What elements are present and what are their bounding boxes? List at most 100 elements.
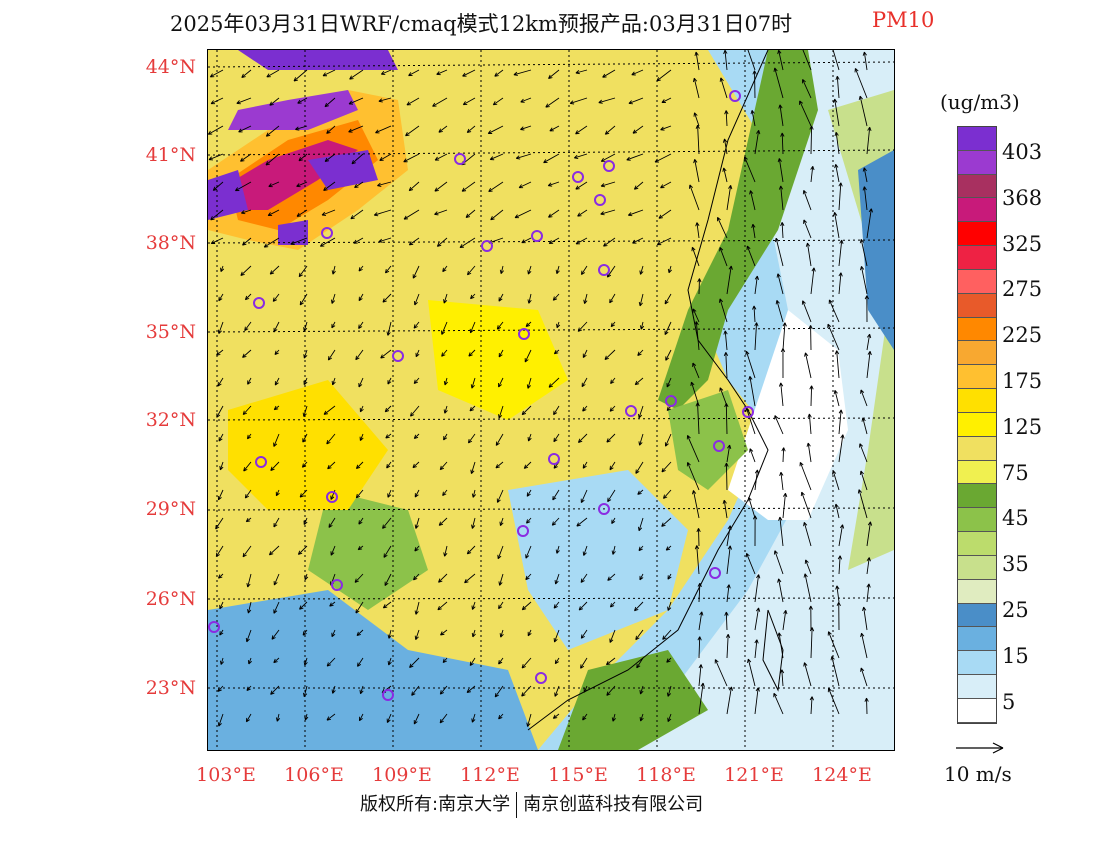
wind-vector [697,636,702,659]
city-marker [454,153,466,165]
wind-vector [866,126,872,155]
wind-vector [269,265,280,275]
wind-vector [835,585,840,603]
wind-vector [667,601,672,611]
wind-vector [745,552,756,575]
lon-label-118: 118°E [636,764,696,786]
wind-vector [726,686,734,715]
wind-vector [696,528,701,547]
wind-vector [238,125,252,133]
wind-vector [745,350,756,379]
wind-vector [807,413,812,435]
city-marker [392,350,404,362]
wind-vector [832,470,840,491]
wind-vector [779,471,784,491]
wind-vector [265,153,280,166]
wind-vector [299,601,308,610]
wind-vector [246,433,252,440]
colorbar-segment [958,222,996,247]
wind-vector [488,181,504,193]
wind-vector [382,601,392,609]
wind-vector [827,687,840,715]
wind-vector [498,377,504,388]
wind-vector [552,489,560,501]
wind-vector [521,405,532,416]
wind-vector [326,433,336,445]
wind-vector [379,153,392,161]
wind-vector [748,375,756,407]
wind-vector [780,348,786,379]
wind-vector [525,321,532,328]
wind-vector [664,433,672,447]
wind-vector [582,405,588,412]
wind-vector [833,390,840,407]
wind-vector [521,657,532,669]
wind-vector [632,125,644,134]
wind-vector [521,601,532,611]
wind-vector [691,246,700,267]
wind-vector [611,545,616,555]
wind-vector [355,489,364,499]
wind-vector [467,433,476,444]
wind-vector [275,489,280,497]
wind-vector [749,190,756,211]
wind-vector [743,156,756,183]
wind-vector [273,601,280,614]
wind-vector [860,667,868,687]
wind-vector [521,237,532,244]
wind-vector [552,293,560,301]
wind-vector [661,461,672,473]
wind-vector [611,517,616,525]
wind-vector [412,265,420,279]
wind-vector [627,209,644,217]
wind-vector [521,685,532,697]
wind-vector [413,377,420,385]
wind-vector [384,405,392,413]
wind-vector [695,402,700,435]
wind-vector [330,293,336,304]
wind-vector [809,696,814,715]
wind-vector [382,293,392,303]
wind-vector [324,153,336,162]
colorbar-label: 45 [1002,506,1029,531]
wind-vector [414,517,420,529]
wind-vector-key-label: 10 m/s [944,762,1012,786]
wind-vector [218,433,224,442]
wind-vector [664,293,672,305]
wind-vector [443,405,448,414]
wind-vector [577,321,588,332]
wind-vector [378,97,392,103]
wind-vector [780,132,785,155]
wind-vector [469,405,476,412]
wind-vector [631,69,644,76]
wind-vector [358,293,364,302]
wind-vector [834,164,840,183]
wind-vector [577,433,588,443]
wind-vector [331,321,336,329]
wind-vector [660,125,672,131]
wind-vector [553,405,560,416]
wind-vector [348,125,364,133]
colorbar-segment [958,341,996,366]
wind-vector [438,517,448,526]
wind-vector [638,293,644,307]
wind-vector [303,349,308,359]
wind-vector [861,417,868,435]
wind-vector [634,377,644,386]
wind-vector [600,153,616,162]
wind-vector [353,237,364,244]
wind-vector [405,125,420,137]
wind-vector [466,685,476,694]
wind-vector [553,601,560,609]
wind-vector [690,381,700,407]
wind-vector [636,657,644,669]
wind-vector [299,489,308,498]
wind-vector [414,629,420,640]
colorbar-label: 225 [1002,323,1043,348]
wind-vector [551,517,560,526]
wind-vector [303,657,308,666]
wind-vector [403,153,420,163]
wind-vector [828,299,840,323]
city-marker [594,194,606,206]
wind-vector [513,69,532,76]
